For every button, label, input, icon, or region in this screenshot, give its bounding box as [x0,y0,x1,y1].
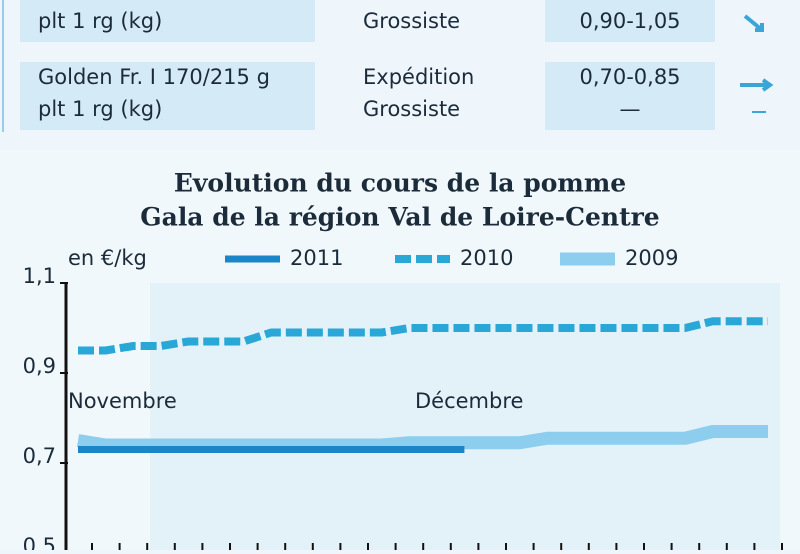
plot-bg [150,283,780,550]
annotation: Décembre [415,389,523,413]
cell: 0,90-1,05 [579,9,680,33]
cell: plt 1 rg (kg) [38,9,162,33]
cell: plt 1 rg (kg) [38,97,162,121]
cell: Golden Fr. I 170/215 g [38,65,270,89]
series-line [76,425,768,452]
trend-icon [743,14,764,32]
legend-label: 2009 [625,246,678,270]
cell-bg [20,62,315,130]
chart-title: Evolution du cours de la pomme [174,169,626,198]
cell: Grossiste [363,97,460,121]
chart-title: Gala de la région Val de Loire-Centre [140,203,659,232]
cell: 0,70-0,85 [579,65,680,89]
cell: Expédition [363,65,474,89]
y-tick-label: 0,7 [23,444,56,468]
y-unit: en €/kg [68,246,147,270]
trend-icon [740,78,774,92]
legend-label: 2011 [290,246,343,270]
legend-label: 2010 [460,246,513,270]
y-tick-label: 1,1 [23,264,56,288]
cell-bg [545,62,715,130]
cell-bg [20,0,315,42]
y-tick-label: 0,9 [23,354,56,378]
y-tick-label: 0,5 [23,534,56,550]
cell: Grossiste [363,9,460,33]
annotation: Novembre [68,389,177,413]
series-line [78,317,768,355]
cell-bg [545,0,715,42]
cell: — [620,97,641,121]
